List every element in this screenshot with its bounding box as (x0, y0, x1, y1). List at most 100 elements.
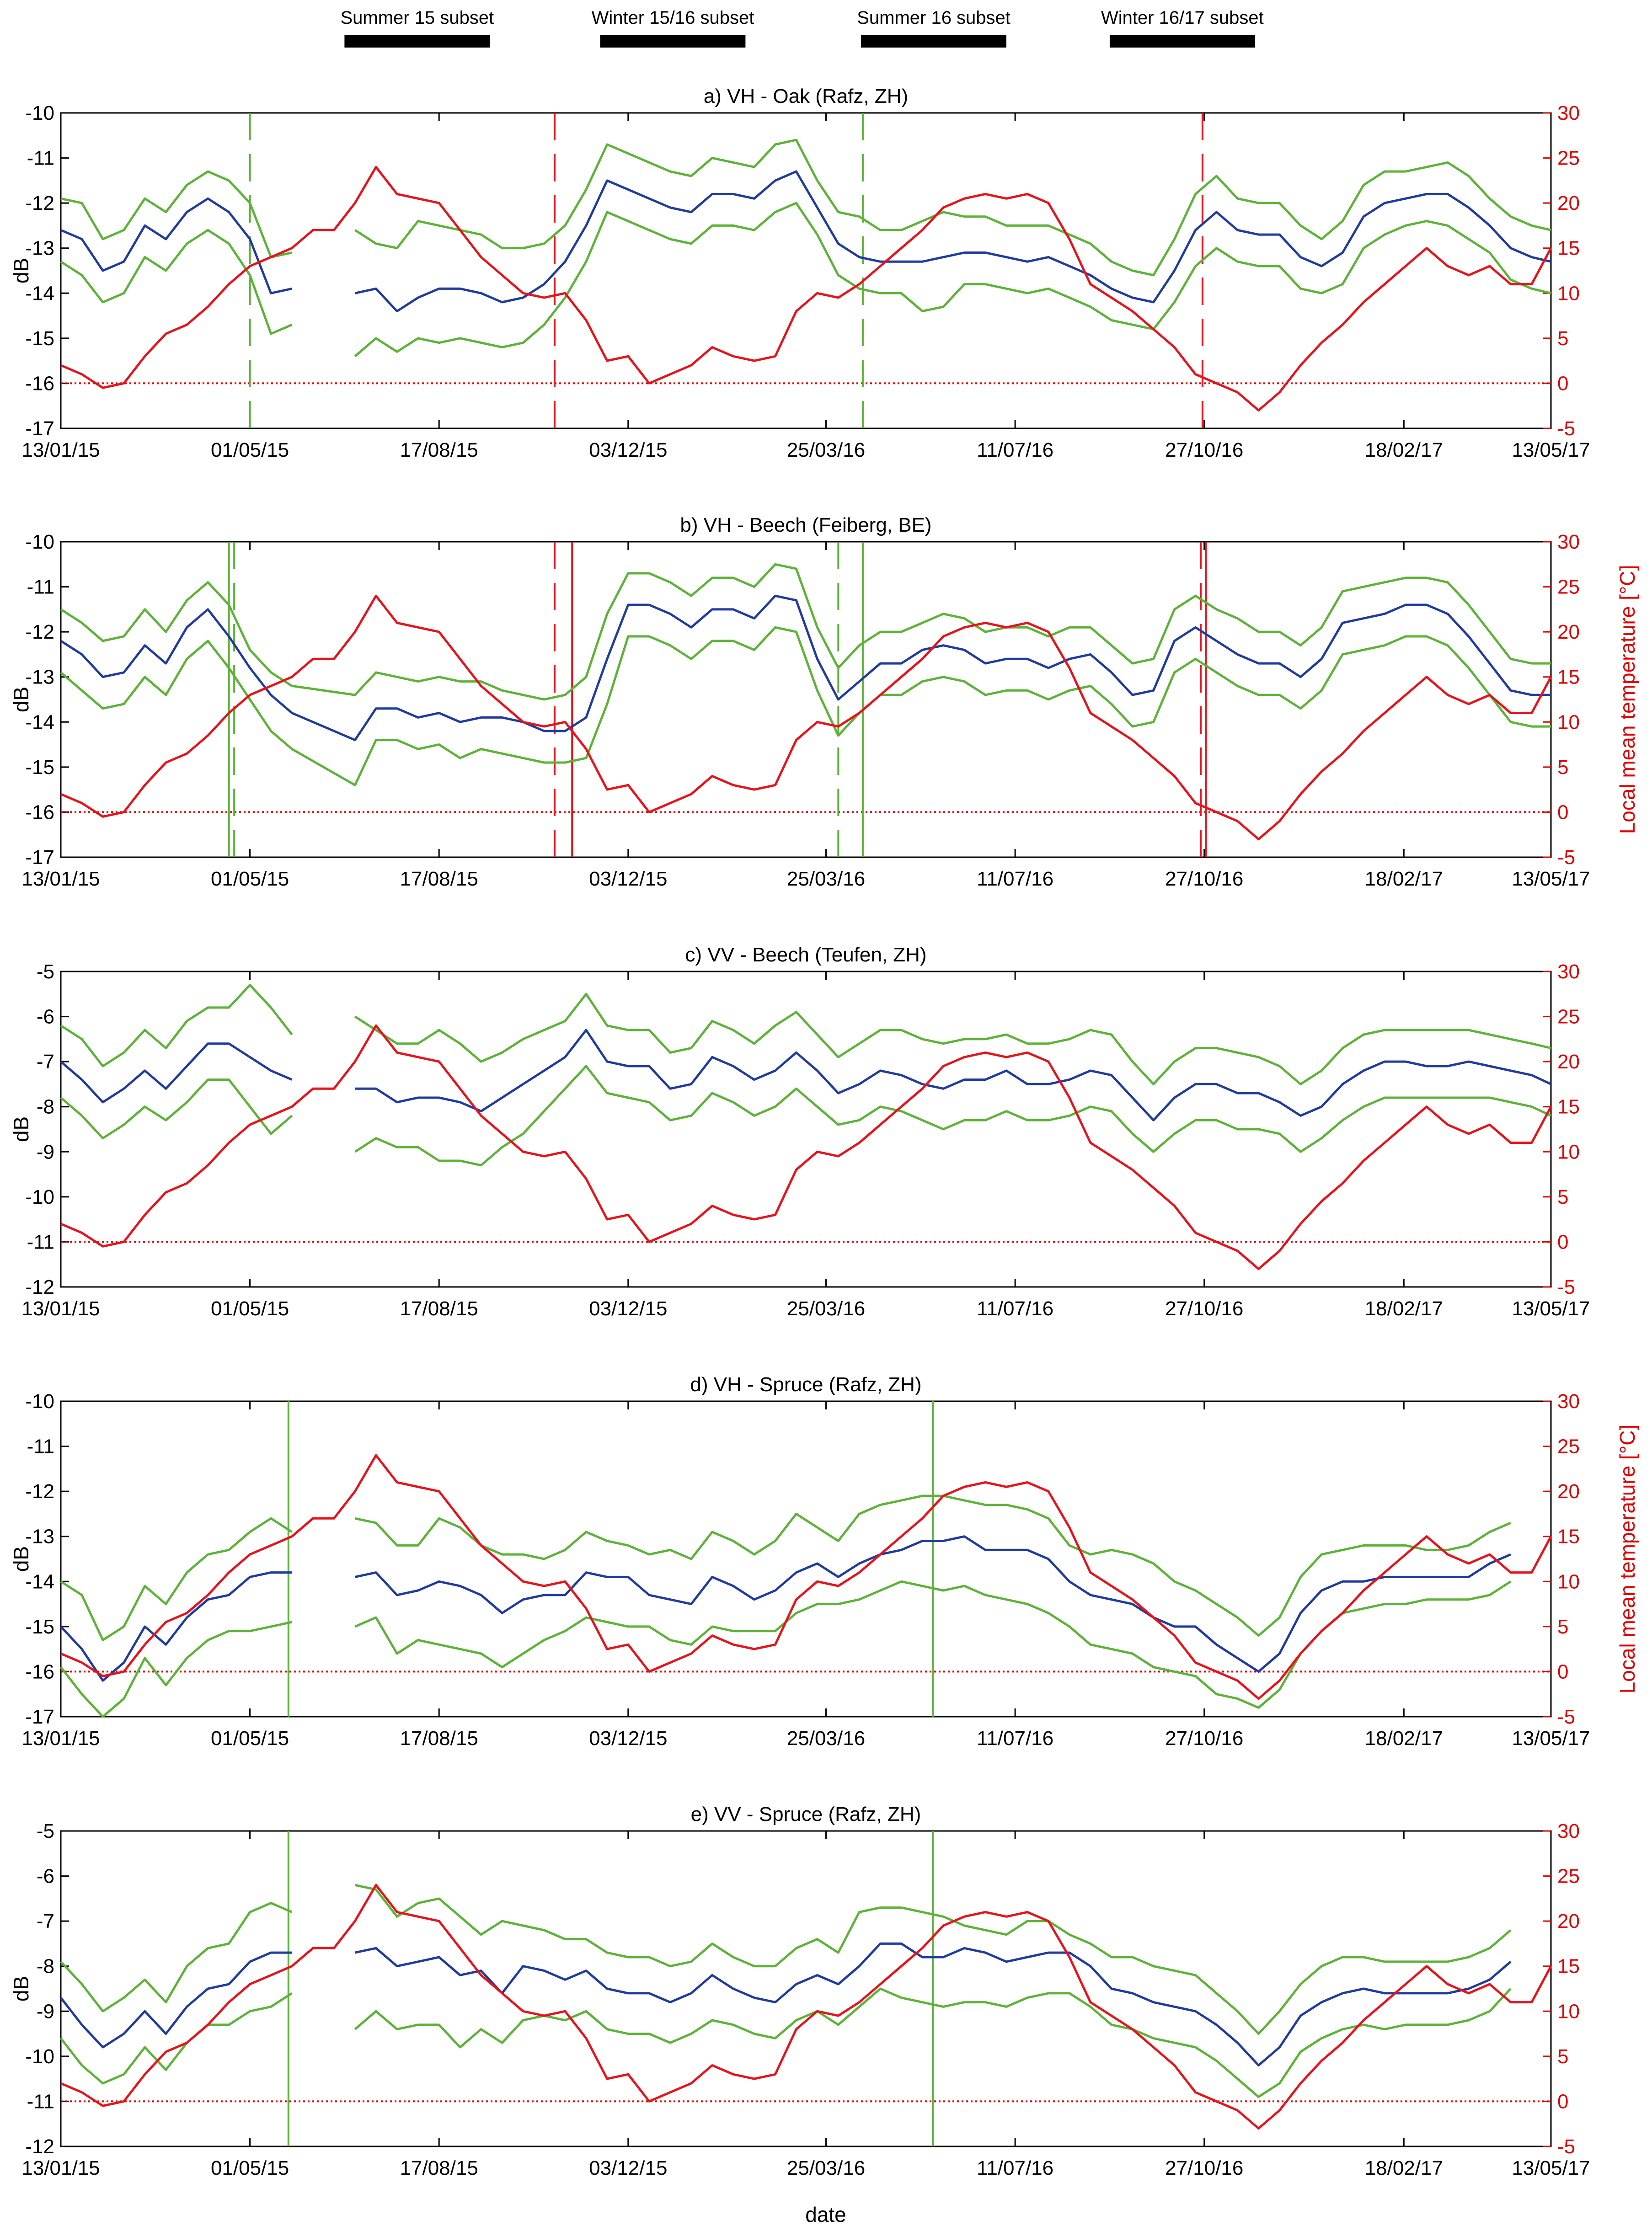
panel-b: b) VH - Beech (Feiberg, BE) -10 -11 -12 -13 -… (9, 514, 1639, 890)
panel-title: c) VV - Beech (Teufen, ZH) (685, 944, 926, 966)
right-tick-label: 30 (1557, 102, 1580, 124)
left-tick-label: -16 (25, 1660, 54, 1683)
left-axis-label: dB (9, 1976, 33, 2001)
upper-bound-line-segment-1 (354, 1884, 1512, 2035)
x-tick-label: 17/08/15 (400, 439, 478, 461)
right-tick-label: 10 (1557, 1570, 1580, 1593)
upper-bound-line-segment-0 (60, 1517, 293, 1641)
left-axis-label: dB (9, 687, 33, 712)
left-tick-label: -6 (37, 1006, 54, 1028)
x-tick-label: 01/05/15 (211, 1727, 289, 1750)
right-tick-label: -5 (1557, 2135, 1575, 2158)
mean-backscatter-line-segment-0 (60, 197, 293, 294)
left-tick-label: -5 (37, 1820, 54, 1842)
right-tick-label: -5 (1557, 1706, 1575, 1728)
left-tick-label: -14 (25, 282, 54, 304)
temperature-line (60, 594, 1552, 841)
right-tick-label: 25 (1557, 1006, 1580, 1028)
x-tick-label: 27/10/16 (1165, 2157, 1243, 2179)
x-tick-label: 03/12/15 (589, 1727, 667, 1750)
left-tick-label: -7 (37, 1051, 54, 1073)
left-tick-label: -17 (25, 417, 54, 440)
left-tick-label: -11 (27, 1231, 54, 1253)
left-tick-label: -8 (37, 1096, 54, 1118)
x-axis-label: date (805, 2203, 846, 2226)
right-tick-label: 5 (1557, 327, 1568, 350)
x-tick-label: 11/07/16 (977, 439, 1053, 461)
x-tick-label: 13/01/15 (21, 1727, 100, 1750)
temperature-line (60, 1454, 1552, 1700)
temperature-line (60, 165, 1552, 412)
right-tick-label: 5 (1557, 2045, 1568, 2068)
right-tick-label: 20 (1557, 1910, 1580, 1932)
x-tick-label: 03/12/15 (589, 1297, 667, 1320)
right-tick-label: 10 (1557, 1141, 1580, 1163)
mean-backscatter-line-segment-1 (354, 1942, 1512, 2067)
upper-bound-line-segment-0 (60, 170, 293, 258)
x-tick-label: 25/03/16 (787, 1727, 865, 1750)
left-tick-label: -12 (25, 192, 54, 214)
upper-bound-line-segment-1 (354, 993, 1551, 1085)
upper-bound-line-segment-0 (60, 1902, 293, 2012)
subset-label-2: Summer 16 subset (857, 8, 1010, 28)
left-tick-label: -11 (27, 2090, 54, 2113)
left-tick-label: -9 (37, 2000, 54, 2023)
right-tick-label: 0 (1557, 1231, 1568, 1253)
right-tick-label: 15 (1557, 1526, 1580, 1548)
left-tick-label: -6 (37, 1865, 54, 1888)
x-tick-label: 25/03/16 (787, 1297, 865, 1320)
x-tick-label: 18/02/17 (1365, 868, 1443, 890)
right-tick-label: 25 (1557, 147, 1580, 170)
lower-bound-line-segment-0 (60, 1078, 293, 1140)
left-tick-label: -11 (27, 576, 54, 598)
plot-frame (60, 1830, 1552, 2147)
mean-backscatter-line-segment-0 (60, 1951, 292, 2049)
x-tick-label: 13/05/17 (1512, 2157, 1590, 2179)
x-tick-label: 17/08/15 (400, 868, 478, 890)
x-tick-label: 17/08/15 (400, 2157, 478, 2179)
x-tick-label: 11/07/16 (977, 1297, 1053, 1320)
right-tick-label: 5 (1557, 1186, 1568, 1208)
x-tick-label: 01/05/15 (211, 2157, 289, 2179)
x-tick-label: 13/01/15 (21, 1297, 100, 1320)
left-tick-label: -11 (27, 1436, 54, 1458)
x-tick-label: 03/12/15 (589, 2157, 667, 2179)
left-tick-label: -17 (25, 1706, 54, 1728)
right-tick-label: 30 (1557, 1390, 1580, 1413)
x-tick-label: 11/07/16 (977, 868, 1053, 890)
right-tick-label: 10 (1557, 282, 1580, 304)
lower-bound-line-segment-1 (354, 202, 1551, 358)
right-tick-label: 20 (1557, 1051, 1580, 1073)
left-tick-label: -14 (25, 1570, 54, 1593)
left-axis-label: dB (9, 1116, 33, 1142)
panel-title: e) VV - Spruce (Rafz, ZH) (691, 1803, 921, 1825)
subset-bar-0 (344, 35, 490, 48)
right-tick-label: 20 (1557, 621, 1580, 643)
upper-bound-line-segment-0 (60, 984, 293, 1067)
panel-d: d) VH - Spruce (Rafz, ZH) -10 -11 -12 -13 -14… (9, 1373, 1639, 1750)
lower-bound-line-segment-0 (60, 1621, 293, 1718)
x-tick-label: 17/08/15 (400, 1727, 478, 1750)
mean-backscatter-line-segment-1 (354, 1535, 1511, 1673)
right-tick-label: 25 (1557, 1865, 1580, 1888)
x-tick-label: 13/05/17 (1512, 439, 1590, 461)
left-tick-label: -15 (25, 1616, 54, 1638)
temperature-line (60, 1024, 1552, 1270)
subset-label-0: Summer 15 subset (340, 8, 494, 28)
right-tick-label: 10 (1557, 711, 1580, 733)
mean-backscatter-line-segment-0 (60, 1042, 293, 1104)
right-tick-label: 15 (1557, 1096, 1580, 1118)
panel-title: d) VH - Spruce (Rafz, ZH) (690, 1373, 921, 1396)
upper-bound-line-segment-1 (354, 139, 1551, 277)
left-tick-label: -10 (25, 2045, 54, 2068)
subset-bar-1 (600, 35, 746, 48)
plot-frame (60, 112, 1552, 429)
x-tick-label: 25/03/16 (787, 439, 865, 461)
left-tick-label: -16 (25, 801, 54, 823)
x-tick-label: 27/10/16 (1165, 1727, 1243, 1750)
x-tick-label: 27/10/16 (1165, 439, 1243, 461)
right-tick-label: -5 (1557, 1276, 1575, 1298)
left-tick-label: -10 (25, 102, 54, 124)
x-tick-label: 13/05/17 (1512, 1297, 1590, 1320)
